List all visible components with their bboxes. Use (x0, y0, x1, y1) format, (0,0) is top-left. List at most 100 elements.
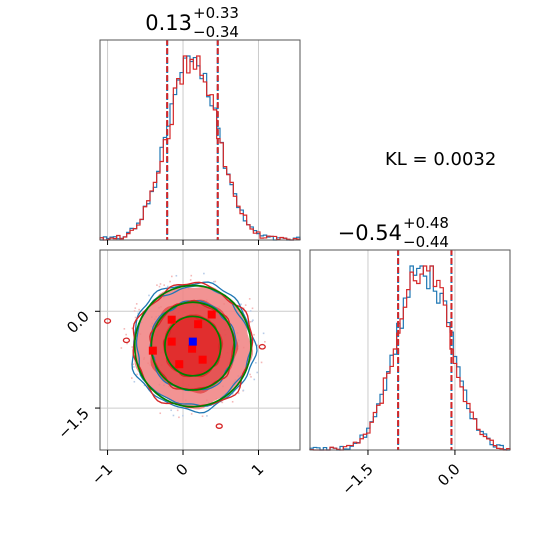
joint-true-marker (188, 337, 197, 346)
joint-scatter-dot (158, 285, 161, 288)
joint-scatter-dot (136, 319, 139, 322)
joint-scatter-dot (134, 316, 137, 319)
joint-scatter-dot (237, 392, 240, 395)
joint-scatter-dot (240, 303, 242, 306)
joint-ytick-label-0: 0.0 (63, 307, 93, 337)
joint-scatter-dot (220, 400, 223, 403)
p2-hist-series-1 (309, 265, 511, 451)
joint-scatter-dot (130, 377, 133, 379)
joint-scatter-dot (137, 312, 140, 315)
joint-scatter-dot (206, 415, 208, 417)
joint-frame (99, 249, 301, 451)
joint-scatter-dot (133, 366, 135, 368)
joint-scatter-dot (214, 280, 217, 283)
p2-xtick-label-0: −1.5 (338, 460, 376, 498)
joint-scatter-dot (221, 401, 224, 404)
joint-scatter-dot (176, 409, 179, 412)
joint-scatter-dot (126, 342, 128, 345)
p2-title-value: −0.54 (338, 221, 402, 245)
p1-hist-series-1 (99, 55, 301, 241)
joint-scatter-dot (260, 361, 263, 364)
joint-scatter-dot (253, 378, 256, 381)
joint-scatter-dot (255, 361, 257, 364)
joint-scatter-dot (170, 409, 172, 412)
joint-scatter-dot (148, 294, 150, 297)
kl-annotation: KL = 0.0032 (385, 149, 496, 170)
joint-sample-marker-0 (167, 315, 176, 324)
joint-scatter-dot (231, 400, 234, 403)
joint-scatter-dot (125, 333, 127, 336)
joint-scatter-dot (257, 344, 259, 347)
p2-title-minus: −0.44 (403, 233, 449, 251)
joint-xtick-label-2: 1 (248, 460, 267, 479)
joint-scatter-dot (159, 412, 162, 415)
joint-scatter-dot (250, 376, 252, 378)
joint-scatter-dot (190, 274, 193, 277)
p2-title-plus: +0.48 (403, 214, 449, 232)
joint-scatter-dot (256, 371, 259, 374)
joint-sample-marker-5 (198, 355, 207, 364)
joint-xtick-label-0: −1 (88, 460, 116, 488)
joint-sample-marker-1 (194, 320, 203, 329)
p2-xtick-label-1: 0.0 (434, 460, 464, 490)
joint-scatter-dot (242, 307, 245, 310)
joint-contour-blue-mid (149, 300, 237, 392)
joint-stray-contour-0 (103, 318, 112, 324)
frame-layer: −1 0 1 −1.5 0.0 0.0 −1.5 0.13 +0.33−0.34 −0.54 +0.… (54, 4, 511, 499)
joint-scatter-dot (132, 363, 135, 366)
joint-scatter-dot (175, 274, 178, 277)
joint-sample-marker-2 (207, 310, 216, 319)
joint-scatter-dot (253, 333, 255, 336)
joint-scatter-dot (172, 414, 175, 417)
joint-ytick-label-1: −1.5 (54, 404, 92, 442)
joint-stray-contour-1 (122, 337, 131, 344)
joint-stray-contour-2 (258, 343, 266, 350)
joint-scatter-dot (171, 275, 173, 278)
joint-scatter-dot (123, 328, 126, 330)
joint-sigma-ellipse-3 (164, 315, 222, 377)
joint-scatter-dot (242, 389, 245, 392)
joint-scatter-dot (231, 393, 234, 395)
joint-scatter-dot (133, 310, 136, 312)
joint-scatter-dot (131, 327, 134, 330)
p2-frame (309, 249, 511, 451)
joint-scatter-dot (178, 416, 180, 419)
joint-sample-marker-3 (167, 337, 176, 346)
joint-scatter-dot (159, 283, 162, 285)
joint-scatter-dot (248, 298, 251, 300)
joint-scatter-dot (249, 310, 252, 312)
joint-scatter-dot (203, 272, 205, 275)
p1-title-value: 0.13 (145, 11, 192, 35)
joint-scatter-dot (134, 307, 137, 309)
joint-scatter-dot (264, 340, 266, 343)
joint-scatter-dot (238, 383, 240, 386)
joint-stray-contour-3 (215, 423, 223, 429)
data-layer (99, 40, 511, 451)
joint-sample-marker-4 (188, 344, 197, 353)
joint-scatter-dot (133, 380, 136, 383)
joint-scatter-dot (182, 414, 184, 417)
p1-title-plus: +0.33 (193, 4, 239, 22)
joint-scatter-dot (131, 346, 134, 348)
p2-hist-series-0 (309, 265, 510, 451)
joint-scatter-dot (163, 284, 166, 286)
joint-scatter-dot (262, 332, 265, 335)
p1-hist-series-0 (100, 55, 301, 241)
joint-scatter-dot (201, 415, 204, 418)
joint-scatter-dot (143, 384, 146, 387)
joint-scatter-dot (244, 304, 247, 306)
joint-scatter-dot (138, 308, 140, 311)
joint-scatter-dot (169, 280, 171, 283)
p1-frame (99, 39, 301, 241)
p1-title-minus: −0.34 (193, 23, 239, 41)
joint-scatter-dot (251, 320, 254, 323)
joint-xtick-label-1: 0 (172, 460, 191, 479)
joint-sample-marker-6 (148, 346, 157, 355)
joint-scatter-dot (252, 319, 254, 321)
joint-sigma-ellipse-1 (133, 284, 252, 408)
joint-scatter-dot (156, 284, 158, 286)
joint-scatter-dot (213, 280, 215, 283)
joint-sample-marker-7 (175, 360, 184, 369)
joint-scatter-dot (249, 320, 252, 323)
